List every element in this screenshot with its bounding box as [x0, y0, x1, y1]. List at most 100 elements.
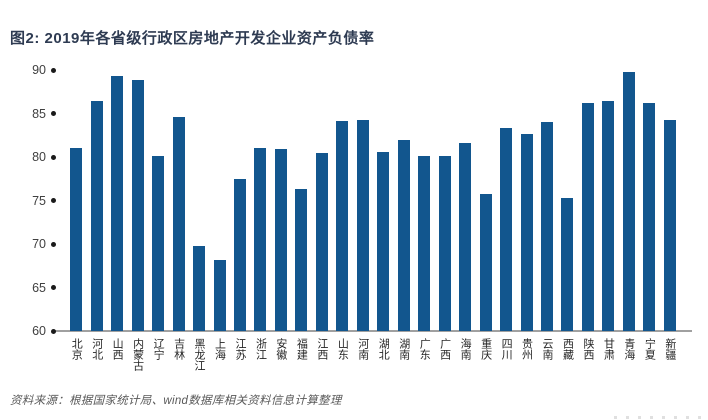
bar-slot: [66, 70, 86, 331]
x-axis-label: 吉林: [172, 338, 185, 360]
x-label-slot: 江西: [312, 338, 332, 390]
x-label-slot: 重庆: [475, 338, 495, 390]
x-label-slot: 广东: [414, 338, 434, 390]
x-label-slot: 贵州: [516, 338, 536, 390]
bar-slot: [660, 70, 680, 331]
x-label-slot: 福建: [291, 338, 311, 390]
bar-宁夏: [643, 103, 656, 331]
bar-slot: [373, 70, 393, 331]
bar-slot: [455, 70, 475, 331]
x-axis-line: [52, 330, 692, 332]
bar-slot: [250, 70, 270, 331]
bar-slot: [189, 70, 209, 331]
x-axis-label: 北京: [70, 338, 83, 360]
bar-吉林: [172, 116, 185, 331]
y-tick-dot: [51, 328, 56, 334]
bar-chart: 90 85 80 75 70 65 60: [0, 63, 708, 338]
bar-辽宁: [152, 156, 165, 331]
x-label-slot: 河北: [86, 338, 106, 390]
x-axis-label: 广东: [418, 338, 431, 360]
bar-slot: [168, 70, 188, 331]
bar-新疆: [663, 119, 676, 331]
x-axis-label: 青海: [622, 338, 635, 360]
x-axis-label: 湖北: [377, 338, 390, 360]
bar-云南: [541, 122, 554, 331]
bar-湖南: [397, 140, 410, 331]
x-axis-label: 河南: [356, 338, 369, 360]
x-label-slot: 辽宁: [148, 338, 168, 390]
bar-内蒙古: [131, 80, 144, 331]
bar-slot: [414, 70, 434, 331]
x-label-slot: 西藏: [557, 338, 577, 390]
x-label-slot: 新疆: [660, 338, 680, 390]
bar-海南: [459, 143, 472, 331]
y-tick-label: 85: [32, 106, 46, 121]
bar-河南: [356, 120, 369, 331]
x-axis-label: 浙江: [254, 338, 267, 360]
bar-slot: [230, 70, 250, 331]
bar-安徽: [274, 149, 287, 331]
x-label-slot: 湖北: [373, 338, 393, 390]
x-label-slot: 山西: [107, 338, 127, 390]
bar-slot: [271, 70, 291, 331]
bar-江苏: [233, 178, 246, 331]
x-axis-label: 江西: [315, 338, 328, 360]
cutoff-text-artifact: [614, 416, 704, 419]
x-label-slot: 黑龙江: [189, 338, 209, 390]
x-axis-labels: 北京 河北 山西 内蒙古 辽宁 吉林 黑龙江 上海 江苏 浙江 安徽 福建 江西 山东 河南 湖北 湖南 广东 广西…: [66, 338, 680, 390]
bar-slot: [312, 70, 332, 331]
y-tick-label: 60: [32, 324, 46, 338]
bar-slot: [332, 70, 352, 331]
bar-slot: [496, 70, 516, 331]
x-label-slot: 广西: [434, 338, 454, 390]
x-label-slot: 云南: [537, 338, 557, 390]
bar-slot: [598, 70, 618, 331]
x-label-slot: 海南: [455, 338, 475, 390]
plot-area: [66, 70, 680, 331]
x-label-slot: 四川: [496, 338, 516, 390]
x-axis-label: 江苏: [233, 338, 246, 360]
bar-广东: [418, 156, 431, 331]
y-tick-label: 90: [32, 63, 46, 77]
bar-slot: [619, 70, 639, 331]
chart-title: 图2: 2019年各省级行政区房地产开发企业资产负债率: [10, 30, 375, 47]
bar-slot: [353, 70, 373, 331]
bar-浙江: [254, 148, 267, 331]
x-axis-label: 山东: [336, 338, 349, 360]
bar-slot: [639, 70, 659, 331]
x-axis-label: 内蒙古: [131, 338, 144, 371]
x-axis-label: 宁夏: [643, 338, 656, 360]
bar-slot: [209, 70, 229, 331]
bar-slot: [291, 70, 311, 331]
x-axis-label: 新疆: [663, 338, 676, 360]
x-label-slot: 湖南: [394, 338, 414, 390]
bar-slot: [434, 70, 454, 331]
x-axis-label: 西藏: [561, 338, 574, 360]
bar-西藏: [561, 197, 574, 331]
bar-广西: [438, 156, 451, 331]
y-tick-label: 75: [32, 193, 46, 208]
x-label-slot: 安徽: [271, 338, 291, 390]
bar-slot: [475, 70, 495, 331]
bar-上海: [213, 259, 226, 331]
x-label-slot: 吉林: [168, 338, 188, 390]
bar-河北: [90, 101, 103, 331]
x-label-slot: 青海: [619, 338, 639, 390]
bar-slot: [578, 70, 598, 331]
bar-slot: [516, 70, 536, 331]
x-label-slot: 宁夏: [639, 338, 659, 390]
y-tick-dot: [51, 67, 56, 73]
x-axis-label: 四川: [500, 338, 513, 360]
x-axis-label: 安徽: [274, 338, 287, 360]
x-axis-label: 黑龙江: [193, 338, 206, 371]
bar-福建: [295, 189, 308, 331]
y-tick-dot: [51, 154, 56, 160]
y-tick-label: 70: [32, 237, 46, 251]
x-axis-label: 重庆: [479, 338, 492, 360]
y-tick-dot: [51, 111, 56, 116]
bar-北京: [70, 148, 83, 331]
bar-山西: [111, 76, 124, 331]
y-tick-dot: [51, 285, 56, 290]
x-label-slot: 陕西: [578, 338, 598, 390]
x-label-slot: 上海: [209, 338, 229, 390]
